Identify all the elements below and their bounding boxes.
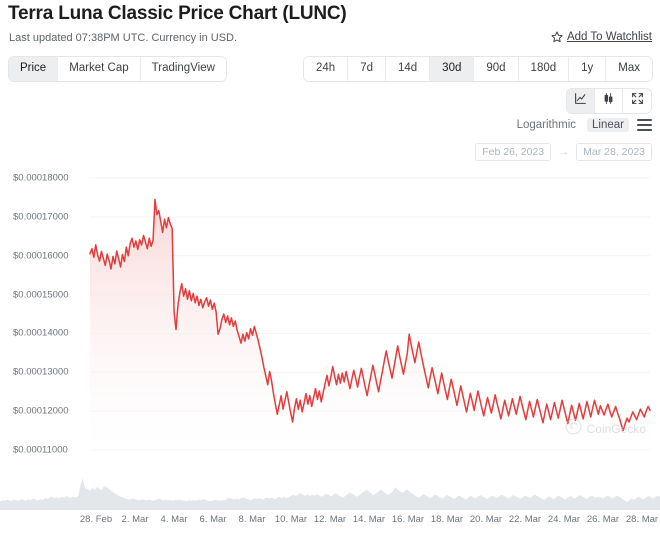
navigator-area-plot <box>0 478 660 510</box>
range-30d[interactable]: 30d <box>430 57 475 81</box>
start-date-input[interactable]: Feb 26, 2023 <box>475 143 552 161</box>
x-axis-labels: 28. Feb 2. Mar 4. Mar 6. Mar 8. Mar 10. Mar 12… <box>0 514 660 535</box>
logarithmic-scale-option[interactable]: Logarithmic <box>516 119 577 131</box>
x-axis-tick-label: 8. Mar <box>238 514 266 525</box>
range-7d[interactable]: 7d <box>348 57 386 81</box>
y-axis-tick-label: $0.00018000 <box>13 172 69 184</box>
end-date-input[interactable]: Mar 28, 2023 <box>576 143 652 161</box>
linear-scale-option[interactable]: Linear <box>587 118 629 132</box>
x-axis-tick-label: 22. Mar <box>508 514 542 525</box>
y-axis-tick-label: $0.00016000 <box>13 250 69 262</box>
add-to-watchlist-label: Add To Watchlist <box>566 31 652 43</box>
x-axis-tick-label: 18. Mar <box>430 514 464 525</box>
add-to-watchlist-button[interactable]: Add To Watchlist <box>551 31 652 43</box>
coingecko-logo-icon <box>565 418 582 440</box>
hamburger-menu-icon[interactable] <box>637 118 652 132</box>
line-chart-icon-button[interactable] <box>567 89 595 113</box>
x-axis-tick-label: 2. Mar <box>121 514 149 525</box>
tab-tradingview[interactable]: TradingView <box>140 57 226 81</box>
candlestick-chart-icon-button[interactable] <box>595 89 623 113</box>
x-axis-tick-label: 10. Mar <box>274 514 308 525</box>
y-axis-tick-label: $0.00017000 <box>13 211 69 223</box>
date-range-arrow: → <box>558 146 570 158</box>
time-range-selector[interactable]: 24h 7d 14d 30d 90d 180d 1y Max <box>303 56 654 82</box>
range-180d[interactable]: 180d <box>518 57 570 81</box>
range-1y[interactable]: 1y <box>569 57 607 81</box>
tab-market-cap[interactable]: Market Cap <box>58 57 141 81</box>
x-axis-tick-label: 6. Mar <box>199 514 227 525</box>
price-line-plot <box>89 177 651 451</box>
range-14d[interactable]: 14d <box>385 57 431 81</box>
y-axis-tick-label: $0.00013000 <box>13 366 69 378</box>
x-axis-tick-label: 14. Mar <box>352 514 386 525</box>
y-axis-labels: $0.00018000 $0.00017000 $0.00016000 $0.0001… <box>0 168 90 468</box>
chart-range-navigator[interactable] <box>0 462 660 512</box>
chart-metric-tabs[interactable]: Price Market Cap TradingView <box>8 56 227 82</box>
price-chart[interactable]: $0.00018000 $0.00017000 $0.00016000 $0.0001… <box>0 168 660 468</box>
candlestick-chart-icon <box>602 92 615 110</box>
line-chart-icon <box>574 92 587 110</box>
date-range-row: Feb 26, 2023 → Mar 28, 2023 <box>475 143 652 161</box>
tab-price[interactable]: Price <box>9 57 59 81</box>
x-axis-tick-label: 28. Mar <box>625 514 659 525</box>
y-axis-tick-label: $0.00014000 <box>13 327 69 339</box>
chart-type-selector[interactable] <box>566 88 652 114</box>
range-90d[interactable]: 90d <box>474 57 519 81</box>
x-axis-tick-label: 24. Mar <box>547 514 581 525</box>
x-axis-tick-label: 4. Mar <box>160 514 188 525</box>
x-axis-tick-label: 16. Mar <box>391 514 425 525</box>
coingecko-watermark: CoinGecko <box>565 418 646 440</box>
page-title: Terra Luna Classic Price Chart (LUNC) <box>8 3 347 24</box>
last-updated-text: Last updated 07:38PM UTC. Currency in US… <box>9 32 238 44</box>
y-axis-tick-label: $0.00011000 <box>13 444 68 456</box>
star-outline-icon <box>551 31 563 43</box>
x-axis-tick-label: 12. Mar <box>313 514 347 525</box>
coingecko-watermark-text: CoinGecko <box>586 422 646 436</box>
fullscreen-icon <box>631 92 644 110</box>
y-axis-tick-label: $0.00015000 <box>13 289 69 301</box>
x-axis-tick-label: 26. Mar <box>586 514 620 525</box>
range-max[interactable]: Max <box>606 57 653 81</box>
fullscreen-icon-button[interactable] <box>623 89 651 113</box>
x-axis-tick-label: 20. Mar <box>469 514 503 525</box>
axis-scale-row: Logarithmic Linear <box>512 118 652 132</box>
x-axis-tick-label: 28. Feb <box>79 514 113 525</box>
y-axis-tick-label: $0.00012000 <box>13 405 69 417</box>
range-24h[interactable]: 24h <box>304 57 349 81</box>
